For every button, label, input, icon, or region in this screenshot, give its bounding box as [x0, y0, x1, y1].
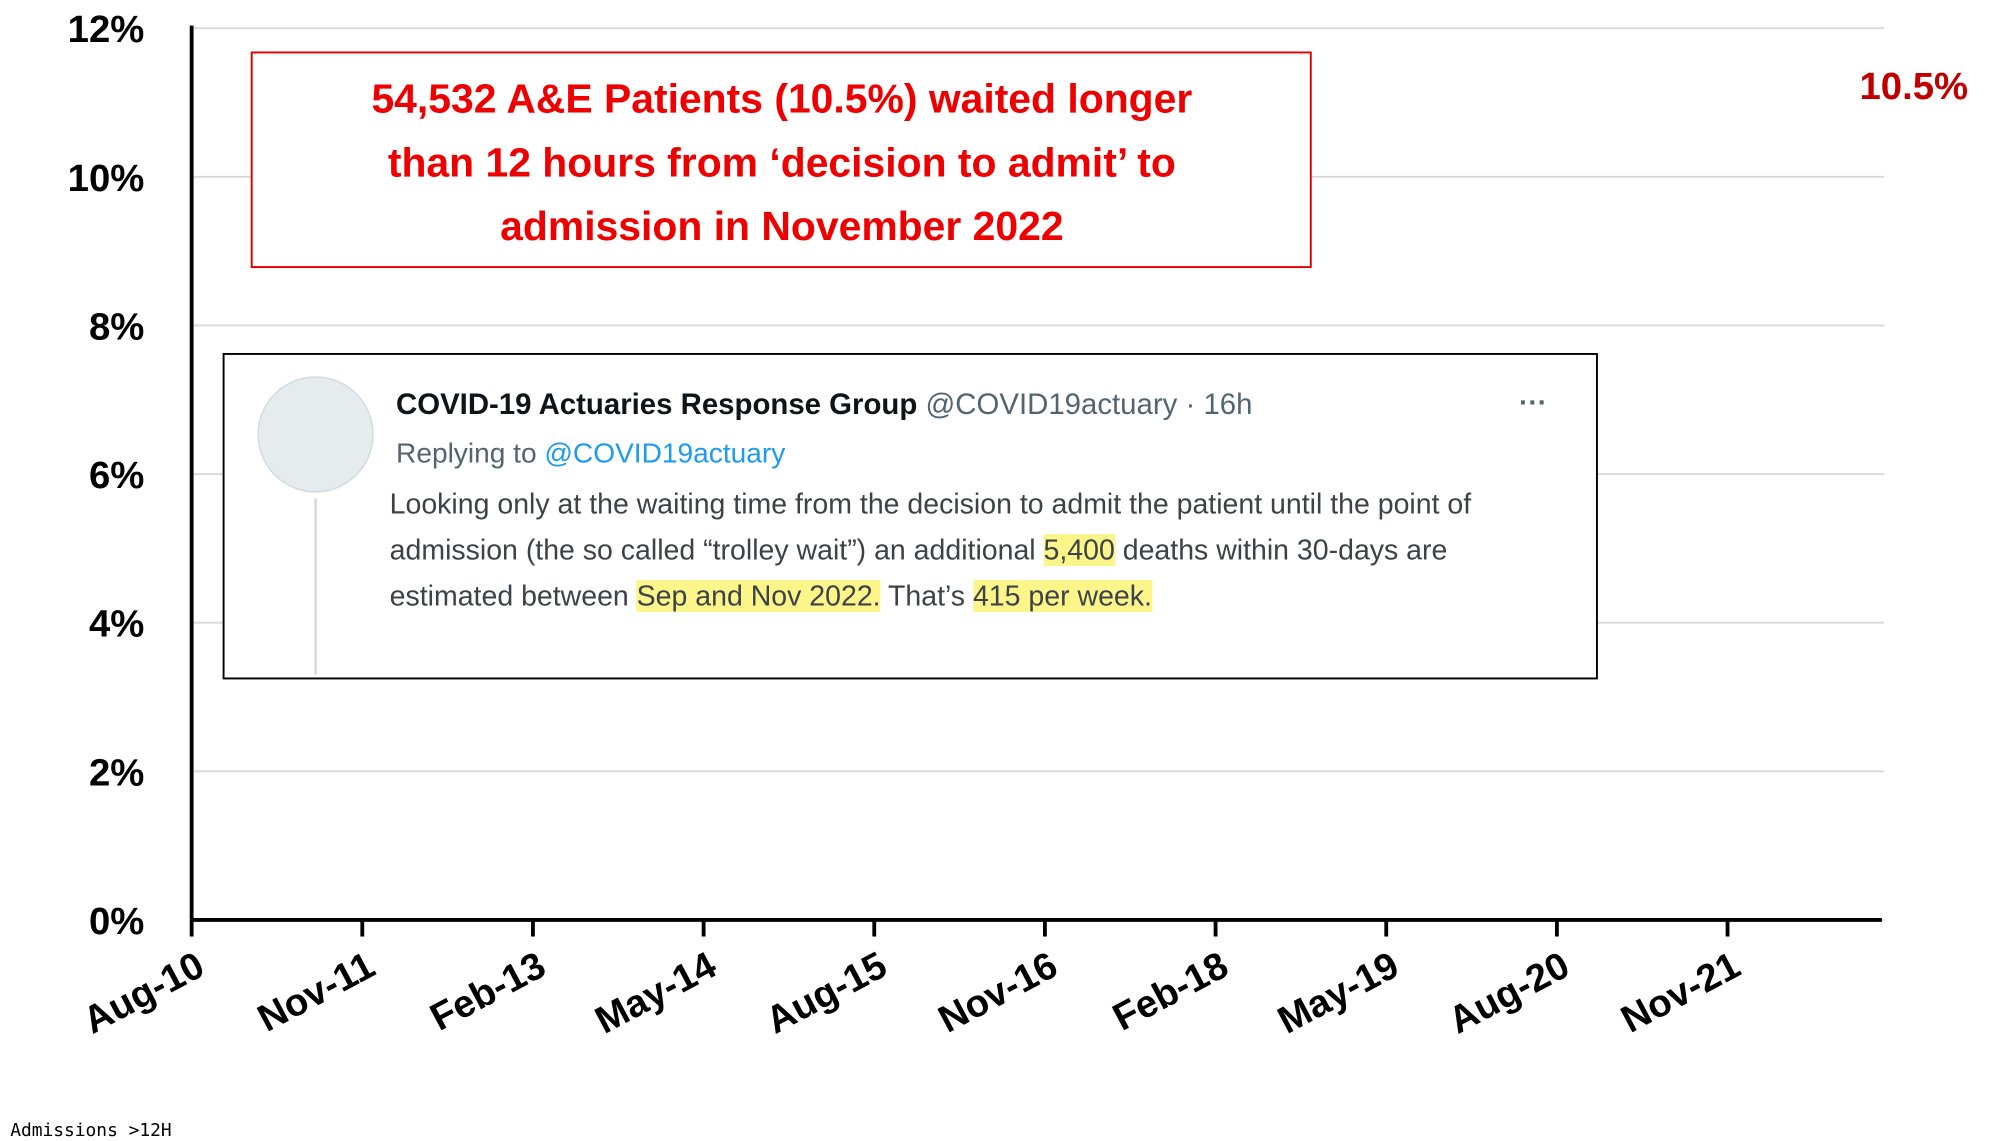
x-tick-label: Nov-21 [1614, 944, 1747, 1042]
tweet: COVID-19 Actuaries Response Group @COVID… [224, 354, 1597, 679]
legend-label: Admissions >12H [10, 1120, 171, 1141]
x-tick-label: May-14 [588, 943, 723, 1042]
tweet-body: Looking only at the waiting time from th… [390, 482, 1559, 620]
replying-to: Replying to [396, 438, 537, 469]
body-highlight: 5,400 [1044, 534, 1115, 566]
author: COVID-19 Actuaries Response Group [396, 388, 917, 421]
y-tick-label: 4% [89, 603, 144, 646]
tweet-header: COVID-19 Actuaries Response Group @COVID… [396, 388, 1252, 421]
y-tick-label: 6% [89, 454, 144, 497]
y-tick-label: 12% [68, 8, 145, 51]
x-tick-label: Aug-20 [1442, 944, 1577, 1043]
x-tick-label: Feb-13 [423, 944, 552, 1040]
x-tick-label: Nov-11 [251, 944, 382, 1041]
body-highlight: 415 per week. [973, 580, 1152, 612]
handle: @COVID19actuary [925, 388, 1177, 421]
x-tick-label: Feb-18 [1106, 944, 1235, 1040]
time: · 16h [1186, 388, 1253, 421]
chart: 54,532 A&E Patients (10.5%) waited longe… [0, 0, 1993, 1141]
y-tick-label: 8% [89, 305, 144, 348]
data-label: 10.5% [1859, 65, 1968, 108]
y-tick-label: 0% [89, 900, 144, 943]
x-tick-label: Aug-10 [76, 944, 211, 1043]
x-tick-label: Aug-15 [759, 944, 894, 1043]
reply-handle[interactable]: @COVID19actuary [544, 438, 785, 469]
avatar [258, 377, 373, 492]
reply-line: Replying to @COVID19actuary [396, 438, 785, 469]
body-highlight: Sep and Nov 2022. [637, 580, 881, 612]
x-tick-label: Nov-16 [931, 944, 1064, 1042]
chart-title: 54,532 A&E Patients (10.5%) waited longe… [371, 75, 1192, 121]
y-tick-label: 10% [68, 157, 145, 200]
x-tick-label: May-19 [1271, 944, 1406, 1043]
chart-title: than 12 hours from ‘decision to admit’ t… [388, 139, 1176, 185]
tweet-body-frame: Looking only at the waiting time from th… [390, 482, 1559, 674]
y-tick-label: 2% [89, 751, 144, 794]
more-button[interactable]: ··· [1519, 386, 1547, 417]
page: 54,532 A&E Patients (10.5%) waited longe… [0, 0, 1993, 1141]
body-text: That’s [881, 580, 973, 612]
chart-title: admission in November 2022 [500, 203, 1063, 249]
